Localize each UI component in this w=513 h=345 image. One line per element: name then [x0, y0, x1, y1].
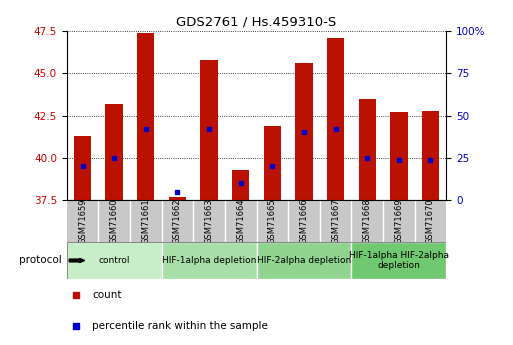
Bar: [67, 241, 162, 279]
Text: GSM71660: GSM71660: [110, 198, 119, 244]
Bar: [137, 33, 154, 200]
Bar: [422, 110, 439, 200]
Text: GSM71667: GSM71667: [331, 198, 340, 244]
Bar: [162, 241, 256, 279]
Text: GSM71664: GSM71664: [236, 198, 245, 244]
Text: count: count: [92, 290, 122, 300]
Bar: [256, 241, 351, 279]
Text: HIF-1alpha HIF-2alpha
depletion: HIF-1alpha HIF-2alpha depletion: [349, 251, 449, 270]
Text: GSM71670: GSM71670: [426, 198, 435, 244]
Text: GSM71669: GSM71669: [394, 198, 403, 244]
Bar: [264, 126, 281, 200]
Text: GSM71663: GSM71663: [205, 198, 213, 244]
Text: percentile rank within the sample: percentile rank within the sample: [92, 321, 268, 331]
Bar: [390, 112, 407, 200]
Bar: [327, 38, 344, 200]
Bar: [295, 63, 312, 200]
Bar: [351, 241, 446, 279]
Text: control: control: [98, 256, 130, 265]
Text: GSM71662: GSM71662: [173, 198, 182, 244]
Text: GSM71668: GSM71668: [363, 198, 372, 244]
Bar: [359, 99, 376, 200]
Bar: [74, 136, 91, 200]
Text: protocol: protocol: [19, 256, 62, 265]
Bar: [201, 60, 218, 200]
Text: HIF-2alpha depletion: HIF-2alpha depletion: [257, 256, 351, 265]
Text: GSM71666: GSM71666: [300, 198, 308, 244]
Bar: [106, 104, 123, 200]
Text: GSM71661: GSM71661: [141, 198, 150, 244]
Bar: [232, 170, 249, 200]
Text: HIF-1alpha depletion: HIF-1alpha depletion: [162, 256, 256, 265]
Text: GSM71665: GSM71665: [268, 198, 277, 244]
Bar: [169, 197, 186, 200]
Text: GSM71659: GSM71659: [78, 198, 87, 244]
Title: GDS2761 / Hs.459310-S: GDS2761 / Hs.459310-S: [176, 16, 337, 29]
